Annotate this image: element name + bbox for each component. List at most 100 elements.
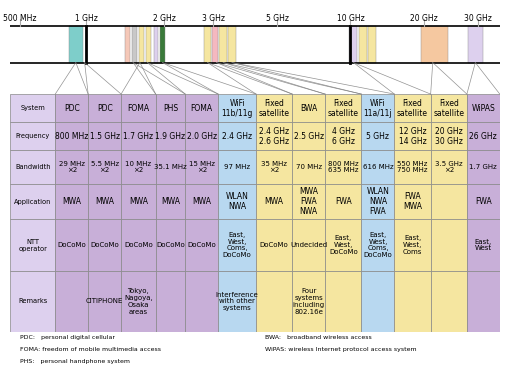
Bar (361, 184, 393, 220)
Text: 1.9 GHz: 1.9 GHz (155, 132, 185, 141)
Bar (203, 26, 211, 62)
Text: 1.5 GHz: 1.5 GHz (90, 132, 120, 141)
Text: Fixed
satellite: Fixed satellite (258, 99, 289, 118)
Bar (88, 220, 121, 271)
Bar (292, 220, 325, 271)
Bar (55, 151, 88, 184)
Text: 800 MHz: 800 MHz (55, 132, 88, 141)
Text: 35.1 MHz: 35.1 MHz (154, 164, 186, 170)
Bar (88, 122, 121, 151)
Text: 3 GHz: 3 GHz (202, 14, 224, 23)
Bar (10, 94, 55, 122)
Text: BWA: BWA (300, 104, 317, 113)
Text: 29 MHz
×2: 29 MHz ×2 (59, 161, 84, 173)
Bar (219, 26, 227, 62)
Bar (393, 184, 430, 220)
Bar (55, 220, 88, 271)
Bar (69, 26, 82, 62)
Bar (121, 184, 155, 220)
Text: FOMA: freedom of mobile multimedia access: FOMA: freedom of mobile multimedia acces… (20, 347, 161, 352)
Bar (292, 271, 325, 332)
Text: 15 MHz
×2: 15 MHz ×2 (188, 161, 214, 173)
Bar (420, 26, 447, 62)
Text: DoCoMo: DoCoMo (90, 242, 119, 248)
Bar (358, 26, 366, 62)
Bar (292, 122, 325, 151)
Bar (185, 122, 218, 151)
Bar (256, 122, 292, 151)
Bar (361, 122, 393, 151)
Text: DoCoMo: DoCoMo (187, 242, 216, 248)
Bar (466, 151, 499, 184)
Text: WLAN
NWA
FWA: WLAN NWA FWA (366, 187, 389, 216)
Text: WiPAS: WiPAS (470, 104, 494, 113)
Text: 35 MHz
×2: 35 MHz ×2 (261, 161, 287, 173)
Bar (55, 271, 88, 332)
Text: MWA: MWA (192, 197, 211, 206)
Text: FWA
MWA: FWA MWA (402, 192, 421, 211)
Bar (325, 220, 361, 271)
Bar (393, 151, 430, 184)
Text: PDC: PDC (97, 104, 112, 113)
Bar (55, 122, 88, 151)
Text: 2.4 GHz
2.6 GHz: 2.4 GHz 2.6 GHz (259, 127, 289, 146)
Bar (146, 26, 151, 62)
Text: PDC:   personal digital cellular: PDC: personal digital cellular (20, 335, 115, 340)
Bar (466, 94, 499, 122)
Bar (256, 151, 292, 184)
Text: 20 GHz: 20 GHz (409, 14, 437, 23)
Text: WLAN
NWA: WLAN NWA (225, 192, 248, 211)
Text: East,
West,
Coms: East, West, Coms (402, 235, 421, 255)
Text: System: System (20, 105, 45, 111)
Text: 70 MHz: 70 MHz (295, 164, 321, 170)
Text: 1.7 GHz: 1.7 GHz (123, 132, 153, 141)
Bar (256, 220, 292, 271)
Bar (430, 184, 466, 220)
Text: DoCoMo: DoCoMo (260, 242, 288, 248)
Text: DoCoMo: DoCoMo (156, 242, 184, 248)
Text: Fixed
satellite: Fixed satellite (433, 99, 463, 118)
Text: 26 GHz: 26 GHz (469, 132, 496, 141)
Text: FOMA: FOMA (190, 104, 212, 113)
Text: WiPAS: wireless Internet protocol access system: WiPAS: wireless Internet protocol access… (264, 347, 416, 352)
Bar (393, 220, 430, 271)
Text: Undecided: Undecided (290, 242, 327, 248)
Bar (88, 151, 121, 184)
Bar (10, 122, 55, 151)
Bar (55, 184, 88, 220)
Text: Remarks: Remarks (18, 299, 47, 304)
Bar (88, 184, 121, 220)
Text: MWA: MWA (129, 197, 148, 206)
Bar (131, 26, 136, 62)
Text: 20 GHz
30 GHz: 20 GHz 30 GHz (434, 127, 462, 146)
Bar (325, 122, 361, 151)
Text: MWA: MWA (161, 197, 180, 206)
Text: 30 GHz: 30 GHz (463, 14, 491, 23)
Bar (121, 94, 155, 122)
Text: WiFi
11b/11g: WiFi 11b/11g (221, 99, 252, 118)
Text: PHS: PHS (162, 104, 178, 113)
Bar (10, 151, 55, 184)
Bar (155, 184, 185, 220)
Bar (256, 271, 292, 332)
Bar (466, 184, 499, 220)
Text: Frequency: Frequency (16, 133, 50, 139)
Text: 97 MHz: 97 MHz (223, 164, 250, 170)
Bar (361, 94, 393, 122)
Bar (466, 271, 499, 332)
Bar (292, 94, 325, 122)
Bar (466, 122, 499, 151)
Text: DoCoMo: DoCoMo (124, 242, 153, 248)
Text: Fixed
satellite: Fixed satellite (397, 99, 427, 118)
Bar (121, 220, 155, 271)
Text: East,
West,
Coms,
DoCoMo: East, West, Coms, DoCoMo (363, 232, 391, 258)
Bar (256, 184, 292, 220)
Bar (155, 122, 185, 151)
Bar (121, 122, 155, 151)
Bar (185, 271, 218, 332)
Bar (159, 26, 165, 62)
Text: Four
systems
including
802.16e: Four systems including 802.16e (292, 288, 324, 314)
Text: 500 MHz: 500 MHz (3, 14, 37, 23)
Bar (430, 151, 466, 184)
Bar (466, 220, 499, 271)
